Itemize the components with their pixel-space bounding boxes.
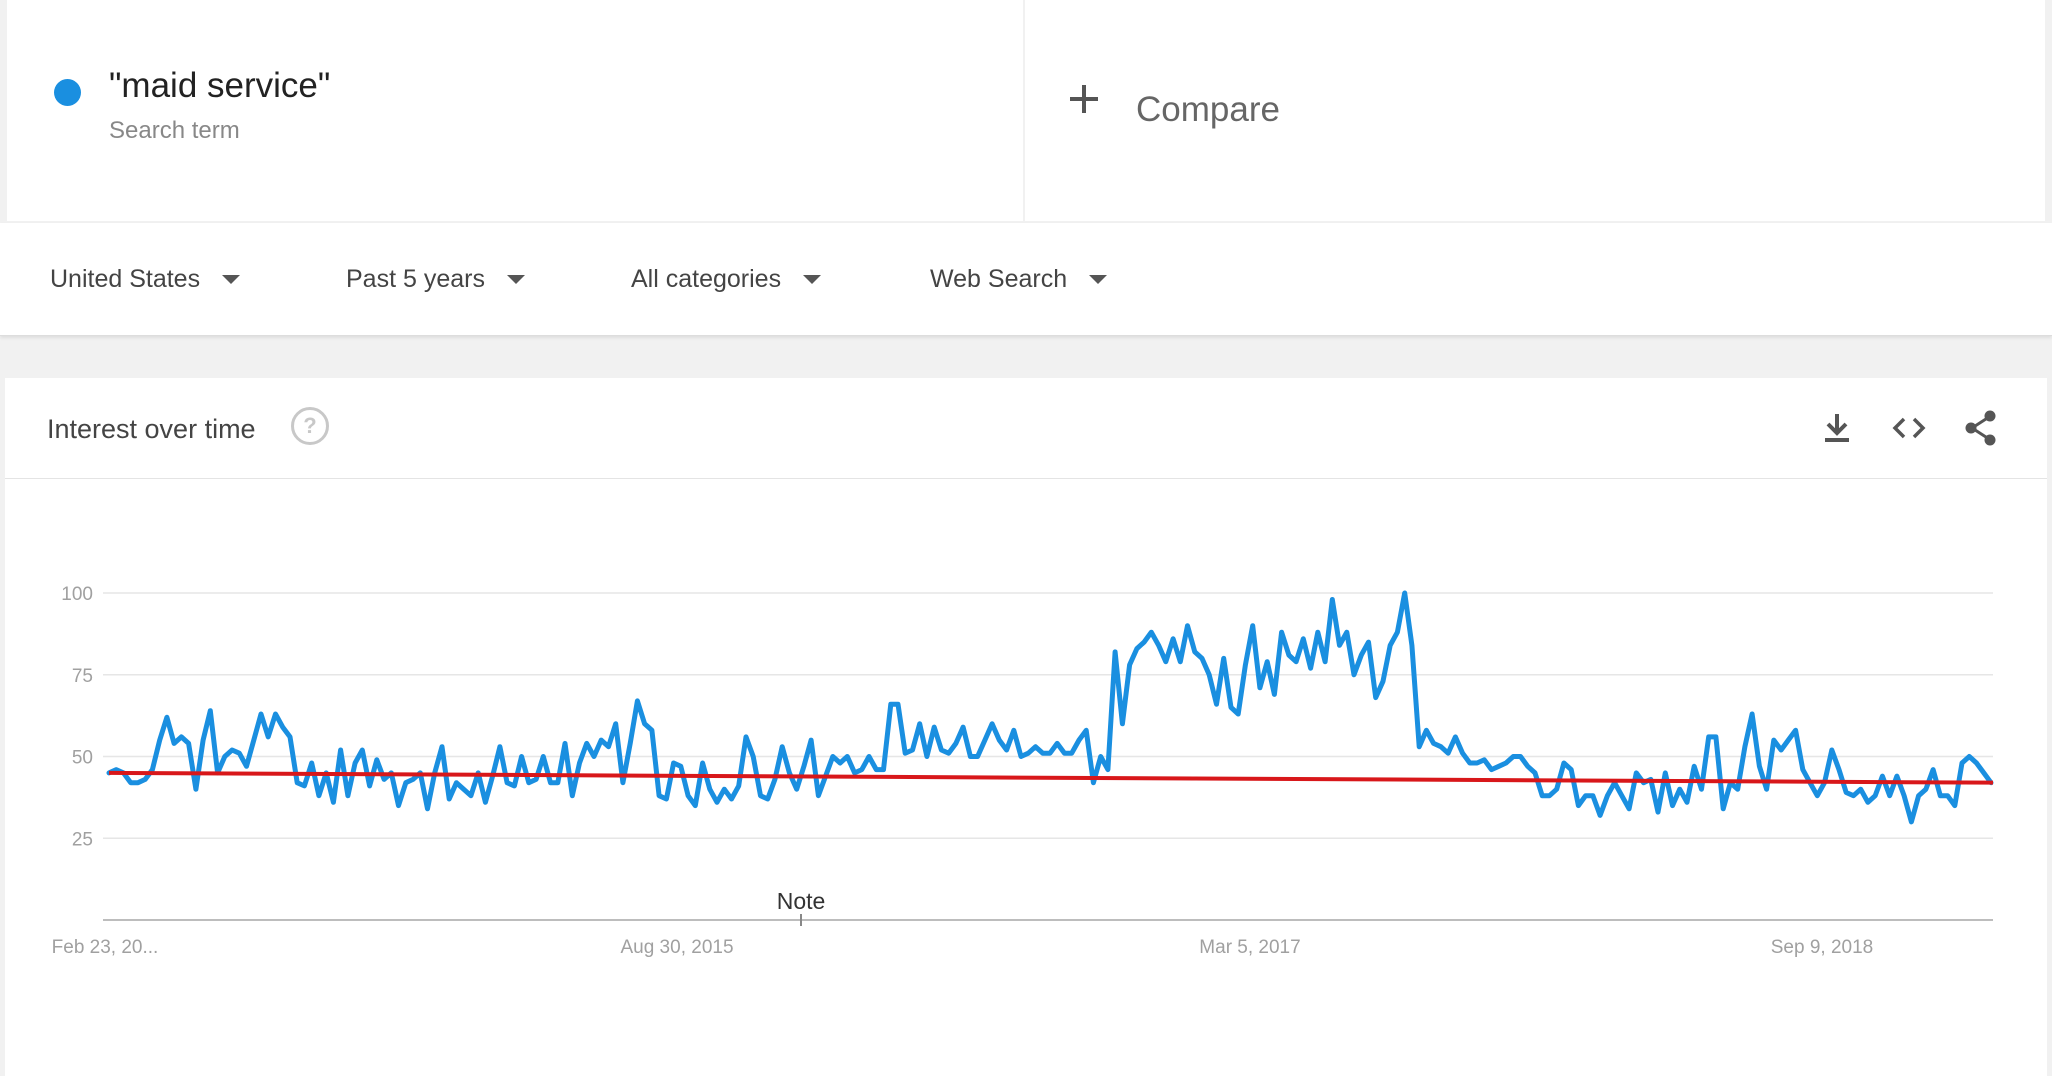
help-circle-icon[interactable]: ?: [291, 407, 329, 445]
filter-location-label: United States: [50, 265, 201, 293]
y-tick-label: 100: [61, 584, 93, 605]
trend-line: [108, 770, 1994, 785]
filter-bar: United States Past 5 years All categorie…: [0, 223, 2052, 336]
embed-code-icon[interactable]: [1889, 408, 1929, 448]
chevron-down-icon: [1089, 275, 1108, 284]
filter-search-type[interactable]: Web Search: [930, 265, 1108, 294]
chevron-down-icon: [222, 275, 241, 284]
compare-button[interactable]: Compare: [1025, 0, 2045, 221]
search-term-label[interactable]: "maid service": [109, 66, 331, 105]
chart-annotation-note[interactable]: Note: [777, 888, 826, 914]
download-icon[interactable]: [1817, 408, 1857, 448]
series-color-dot: [54, 79, 81, 106]
filter-location[interactable]: United States: [50, 265, 241, 294]
panel-title: Interest over time: [47, 414, 256, 444]
y-tick-label: 25: [72, 829, 93, 850]
share-icon[interactable]: [1961, 408, 2001, 448]
plus-icon: [1070, 85, 1098, 113]
y-tick-label: 75: [72, 666, 93, 687]
filter-search-type-label: Web Search: [930, 265, 1068, 293]
x-tick-label: Sep 9, 2018: [1771, 937, 1873, 958]
x-tick-label: Mar 5, 2017: [1199, 937, 1300, 958]
chevron-down-icon: [506, 275, 525, 284]
panel-header: Interest over time ?: [5, 378, 2047, 479]
y-tick-label: 50: [72, 748, 93, 769]
series-line-maid-service[interactable]: [106, 590, 1994, 825]
search-term-card[interactable]: "maid service" Search term: [7, 0, 1023, 221]
filter-category[interactable]: All categories: [631, 265, 822, 294]
x-tick-label: Aug 30, 2015: [620, 937, 733, 958]
compare-label: Compare: [1136, 90, 1280, 129]
interest-over-time-panel: Interest over time ? 100 75 50 25 Feb 23, 2…: [5, 378, 2047, 1076]
filter-time-range-label: Past 5 years: [346, 265, 485, 293]
filter-time-range[interactable]: Past 5 years: [346, 265, 525, 294]
x-tick-label: Feb 23, 20...: [52, 937, 159, 958]
filter-category-label: All categories: [631, 265, 782, 293]
interest-line-chart[interactable]: 100 75 50 25 Feb 23, 20... Aug 30, 2015 Mar 5…: [5, 378, 2047, 1076]
chevron-down-icon: [803, 275, 822, 284]
search-term-sublabel: Search term: [109, 117, 240, 144]
